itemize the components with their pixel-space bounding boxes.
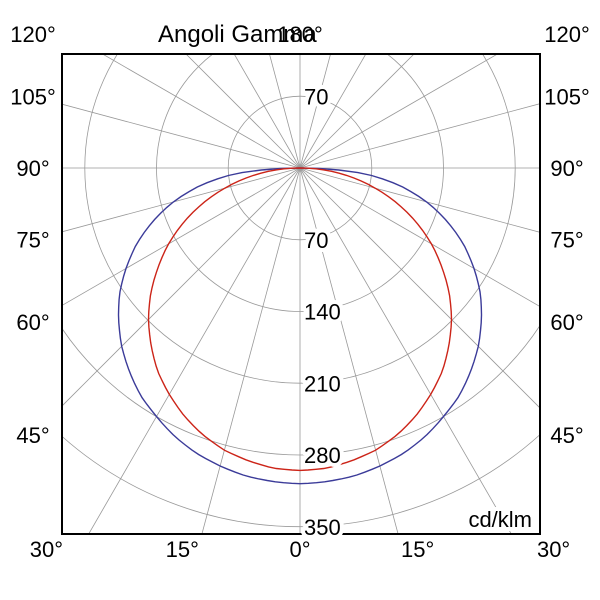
radial-tick-label: 70	[304, 228, 328, 253]
left-angle-label: 75°	[16, 228, 49, 253]
radial-tick-label: 210	[304, 371, 341, 396]
unit-label: cd/klm	[468, 507, 532, 532]
angle-grid-ray	[62, 103, 301, 169]
radial-tick-label: 350	[304, 515, 341, 540]
left-angle-label: 105°	[10, 85, 56, 110]
angle-grid-ray	[299, 167, 512, 534]
angle-grid-ray	[62, 167, 301, 233]
angle-grid-ray	[201, 167, 301, 534]
bottom-angle-label: 15°	[166, 537, 199, 562]
radial-tick-label: 70	[304, 84, 328, 109]
radial-tick-label: 140	[304, 300, 341, 325]
angle-grid-ray	[299, 54, 367, 169]
bottom-angle-label: 30°	[537, 537, 570, 562]
angle-grid-ray	[269, 54, 301, 169]
right-angle-label: 90°	[550, 156, 583, 181]
top-right-angle-label: 120°	[544, 22, 590, 47]
angle-grid-ray	[62, 167, 301, 306]
angle-grid-ray	[299, 54, 331, 169]
angle-grid-ray	[299, 167, 399, 534]
angle-grid-ray	[299, 54, 499, 169]
photometric-curve-blue	[117, 167, 483, 485]
top-left-angle-label: 120°	[10, 22, 56, 47]
angle-grid-ray	[299, 54, 415, 169]
left-angle-label: 45°	[16, 423, 49, 448]
right-angle-label: 60°	[550, 310, 583, 335]
bottom-angle-label: 15°	[401, 537, 434, 562]
angle-grid-ray	[299, 167, 540, 308]
angle-grid-ray	[88, 167, 301, 534]
right-angle-label: 75°	[550, 228, 583, 253]
right-angle-label: 105°	[544, 85, 590, 110]
angle-grid-ray	[299, 167, 540, 409]
bottom-angle-label: 30°	[30, 537, 63, 562]
top-center-angle-label: 180°	[277, 22, 323, 47]
right-angle-label: 45°	[550, 423, 583, 448]
angle-grid-ray	[299, 167, 540, 233]
angle-grid-ray	[101, 54, 301, 169]
radial-tick-label: 280	[304, 443, 341, 468]
left-angle-label: 90°	[16, 156, 49, 181]
bottom-angle-label: 0°	[289, 537, 310, 562]
curves-layer	[117, 167, 483, 485]
angle-grid-ray	[233, 54, 301, 169]
left-angle-label: 60°	[16, 310, 49, 335]
static-labels: 120° Angoli Gamma 180° 120° cd/klm	[10, 21, 590, 536]
angle-grid-ray	[185, 54, 301, 169]
plot-border	[61, 53, 541, 535]
angle-grid-ray	[62, 167, 301, 407]
photometric-curve-red	[147, 167, 453, 472]
chart-title: Angoli Gamma	[158, 21, 317, 48]
angle-grid-ray	[299, 103, 540, 169]
